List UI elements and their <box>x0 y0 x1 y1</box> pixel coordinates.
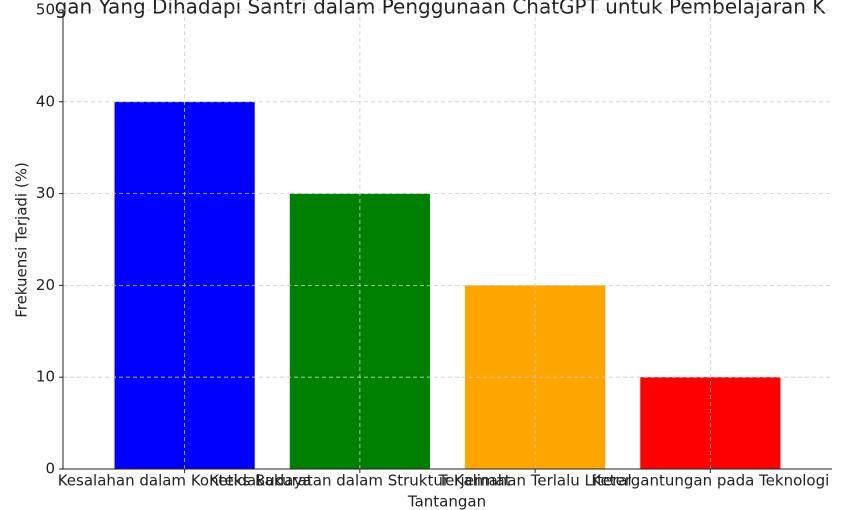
y-tick-label: 30 <box>36 184 55 202</box>
y-tick-label: 50 <box>36 1 55 19</box>
x-tick-label: Ketidakakuratan dalam Struktur Kalimat <box>209 472 511 490</box>
y-tick-label: 40 <box>36 92 55 110</box>
y-tick-label: 0 <box>45 460 55 478</box>
x-tick-label: Ketergantungan pada Teknologi <box>591 472 829 490</box>
y-tick-label: 10 <box>36 368 55 386</box>
y-tick-label: 20 <box>36 276 55 294</box>
y-axis-label: Frekuensi Terjadi (%) <box>13 162 31 318</box>
x-tick-label: Terjemahan Terlalu Literal <box>438 472 632 490</box>
x-tick-label: Kesalahan dalam Konteks Budaya <box>58 472 312 490</box>
chart-title: gan Yang Dihadapi Santri dalam Penggunaa… <box>55 0 827 19</box>
x-axis-label: Tantangan <box>407 493 486 510</box>
